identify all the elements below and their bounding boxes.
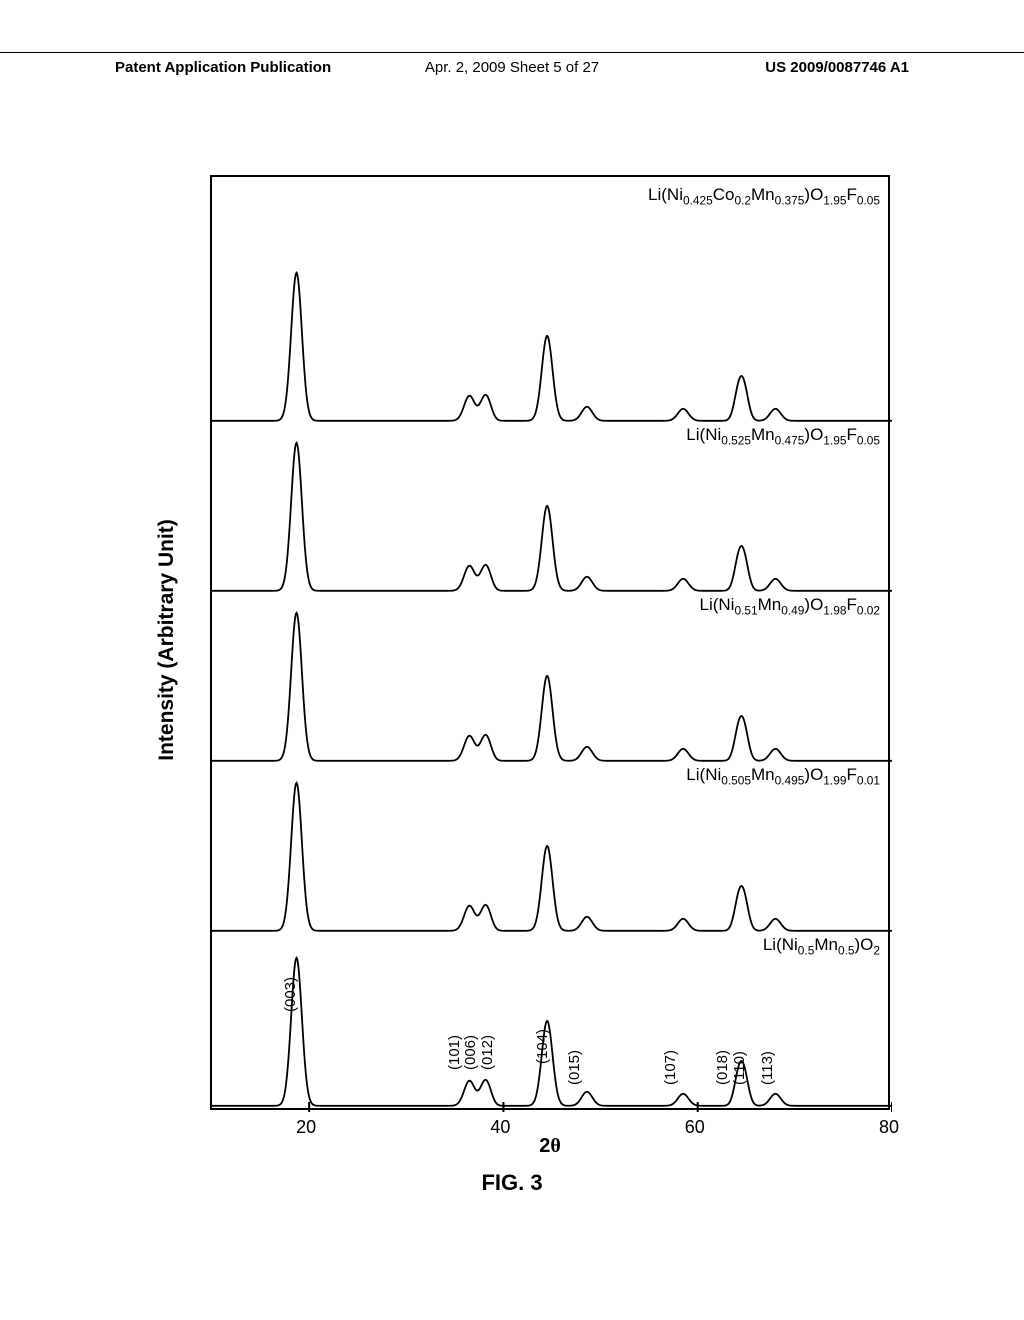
pattern-label-1: Li(Ni0.505Mn0.495)O1.99F0.01 bbox=[686, 765, 880, 787]
x-label-prefix: 2 bbox=[539, 1135, 550, 1157]
xrd-pattern-0 bbox=[212, 958, 892, 1106]
miller-index-label: (012) bbox=[479, 1035, 496, 1070]
xrd-chart bbox=[210, 175, 890, 1110]
x-label-theta: θ bbox=[550, 1135, 560, 1157]
miller-index-label: (104) bbox=[534, 1029, 551, 1064]
miller-index-label: (110) bbox=[731, 1051, 748, 1085]
y-axis-label: Intensity (Arbitrary Unit) bbox=[155, 519, 179, 761]
xrd-pattern-4 bbox=[212, 273, 892, 421]
miller-index-label: (018) bbox=[714, 1050, 731, 1085]
xrd-pattern-1 bbox=[212, 783, 892, 931]
header-right: US 2009/0087746 A1 bbox=[644, 59, 1024, 76]
pattern-label-0: Li(Ni0.5Mn0.5)O2 bbox=[763, 935, 880, 957]
header-left: Patent Application Publication bbox=[0, 59, 380, 76]
pattern-label-4: Li(Ni0.425Co0.2Mn0.375)O1.95F0.05 bbox=[648, 185, 880, 207]
miller-index-label: (113) bbox=[759, 1051, 776, 1085]
xrd-pattern-2 bbox=[212, 613, 892, 761]
miller-index-label: (003) bbox=[282, 977, 299, 1012]
pattern-label-2: Li(Ni0.51Mn0.49)O1.98F0.02 bbox=[700, 595, 880, 617]
header-center: Apr. 2, 2009 Sheet 5 of 27 bbox=[380, 59, 645, 76]
pattern-label-3: Li(Ni0.525Mn0.475)O1.95F0.05 bbox=[686, 425, 880, 447]
miller-index-label: (107) bbox=[662, 1050, 679, 1085]
page-header: Patent Application Publication Apr. 2, 2… bbox=[0, 52, 1024, 76]
figure-caption: FIG. 3 bbox=[0, 1170, 1024, 1196]
xrd-pattern-3 bbox=[212, 443, 892, 591]
miller-index-label: (015) bbox=[566, 1050, 583, 1085]
miller-index-label: (101) bbox=[446, 1035, 463, 1070]
x-axis-label: 2θ bbox=[210, 1135, 890, 1158]
miller-index-label: (006) bbox=[462, 1035, 479, 1070]
chart-svg bbox=[212, 177, 892, 1112]
